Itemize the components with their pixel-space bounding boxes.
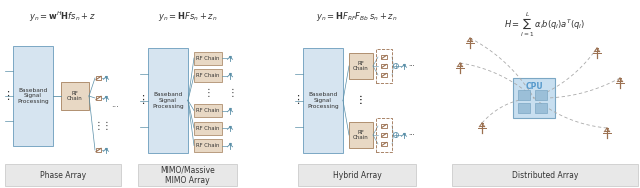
Text: ⋮: ⋮ [203,88,213,98]
Text: ⋮: ⋮ [138,96,148,105]
Bar [381,124,387,128]
Bar [95,76,102,80]
Bar [138,164,237,186]
Bar [5,164,121,186]
Text: ⋮: ⋮ [356,96,366,105]
Bar [349,53,373,79]
Text: RF
Chain: RF Chain [353,130,369,140]
Text: Hybrid Array: Hybrid Array [333,171,381,180]
Bar [95,148,102,152]
Circle shape [394,133,399,137]
Text: RF Chain: RF Chain [196,55,220,61]
Bar [194,69,222,82]
Text: ⋮: ⋮ [356,96,366,105]
Text: ⋮: ⋮ [93,121,103,131]
Text: RF
Chain: RF Chain [353,61,369,71]
Bar [535,103,547,113]
Bar [535,90,547,100]
Bar [61,82,89,110]
Text: Baseband
Signal
Processing: Baseband Signal Processing [307,92,339,109]
Text: ···: ··· [408,132,415,138]
Bar [13,46,53,146]
Text: $y_n=\mathbf{H}F_{RF}F_{Bb}\,s_n+z_n$: $y_n=\mathbf{H}F_{RF}F_{Bb}\,s_n+z_n$ [316,10,397,23]
Bar [381,133,387,137]
Bar [194,121,222,134]
Bar [349,122,373,148]
Text: $H=\sum_{l=1}^{L}\,\alpha_l b(q_l)a^T(q_l)$: $H=\sum_{l=1}^{L}\,\alpha_l b(q_l)a^T(q_… [504,10,586,39]
Text: $y_n=\mathbf{w}^H\mathbf{H}fs_n+z$: $y_n=\mathbf{w}^H\mathbf{H}fs_n+z$ [29,10,97,24]
Bar [381,142,387,146]
Bar [381,55,387,59]
Bar [381,73,387,77]
Text: $y_n=\mathbf{H}Fs_n+z_n$: $y_n=\mathbf{H}Fs_n+z_n$ [157,10,218,23]
Text: MIMO/Massive
MIMO Array: MIMO/Massive MIMO Array [160,165,215,185]
Text: ⋮: ⋮ [292,96,303,105]
Bar [518,103,530,113]
Text: Baseband
Signal
Processing: Baseband Signal Processing [152,92,184,109]
Text: CPU: CPU [525,82,543,91]
Bar [376,49,392,83]
Text: ···: ··· [111,104,119,112]
Bar [298,164,416,186]
Text: ⋮: ⋮ [227,88,237,98]
Text: Baseband
Signal
Processing: Baseband Signal Processing [17,88,49,104]
Text: ⋮: ⋮ [102,121,112,131]
Text: RF Chain: RF Chain [196,73,220,78]
Text: ···: ··· [408,63,415,69]
Bar [452,164,638,186]
Text: RF Chain: RF Chain [196,108,220,113]
Text: Phase Array: Phase Array [40,171,86,180]
Text: RF Chain: RF Chain [196,126,220,130]
Bar [148,48,188,153]
Bar [518,90,530,100]
Bar [381,64,387,68]
Bar [303,48,343,153]
Text: Distributed Array: Distributed Array [512,171,578,180]
Bar [513,78,555,118]
Bar [194,104,222,117]
Text: RF Chain: RF Chain [196,143,220,148]
Bar [194,139,222,152]
Text: ⋮: ⋮ [3,91,13,101]
Bar [95,96,102,100]
Bar [194,52,222,64]
Bar [376,118,392,152]
Circle shape [394,64,399,68]
Text: RF
Chain: RF Chain [67,91,83,101]
